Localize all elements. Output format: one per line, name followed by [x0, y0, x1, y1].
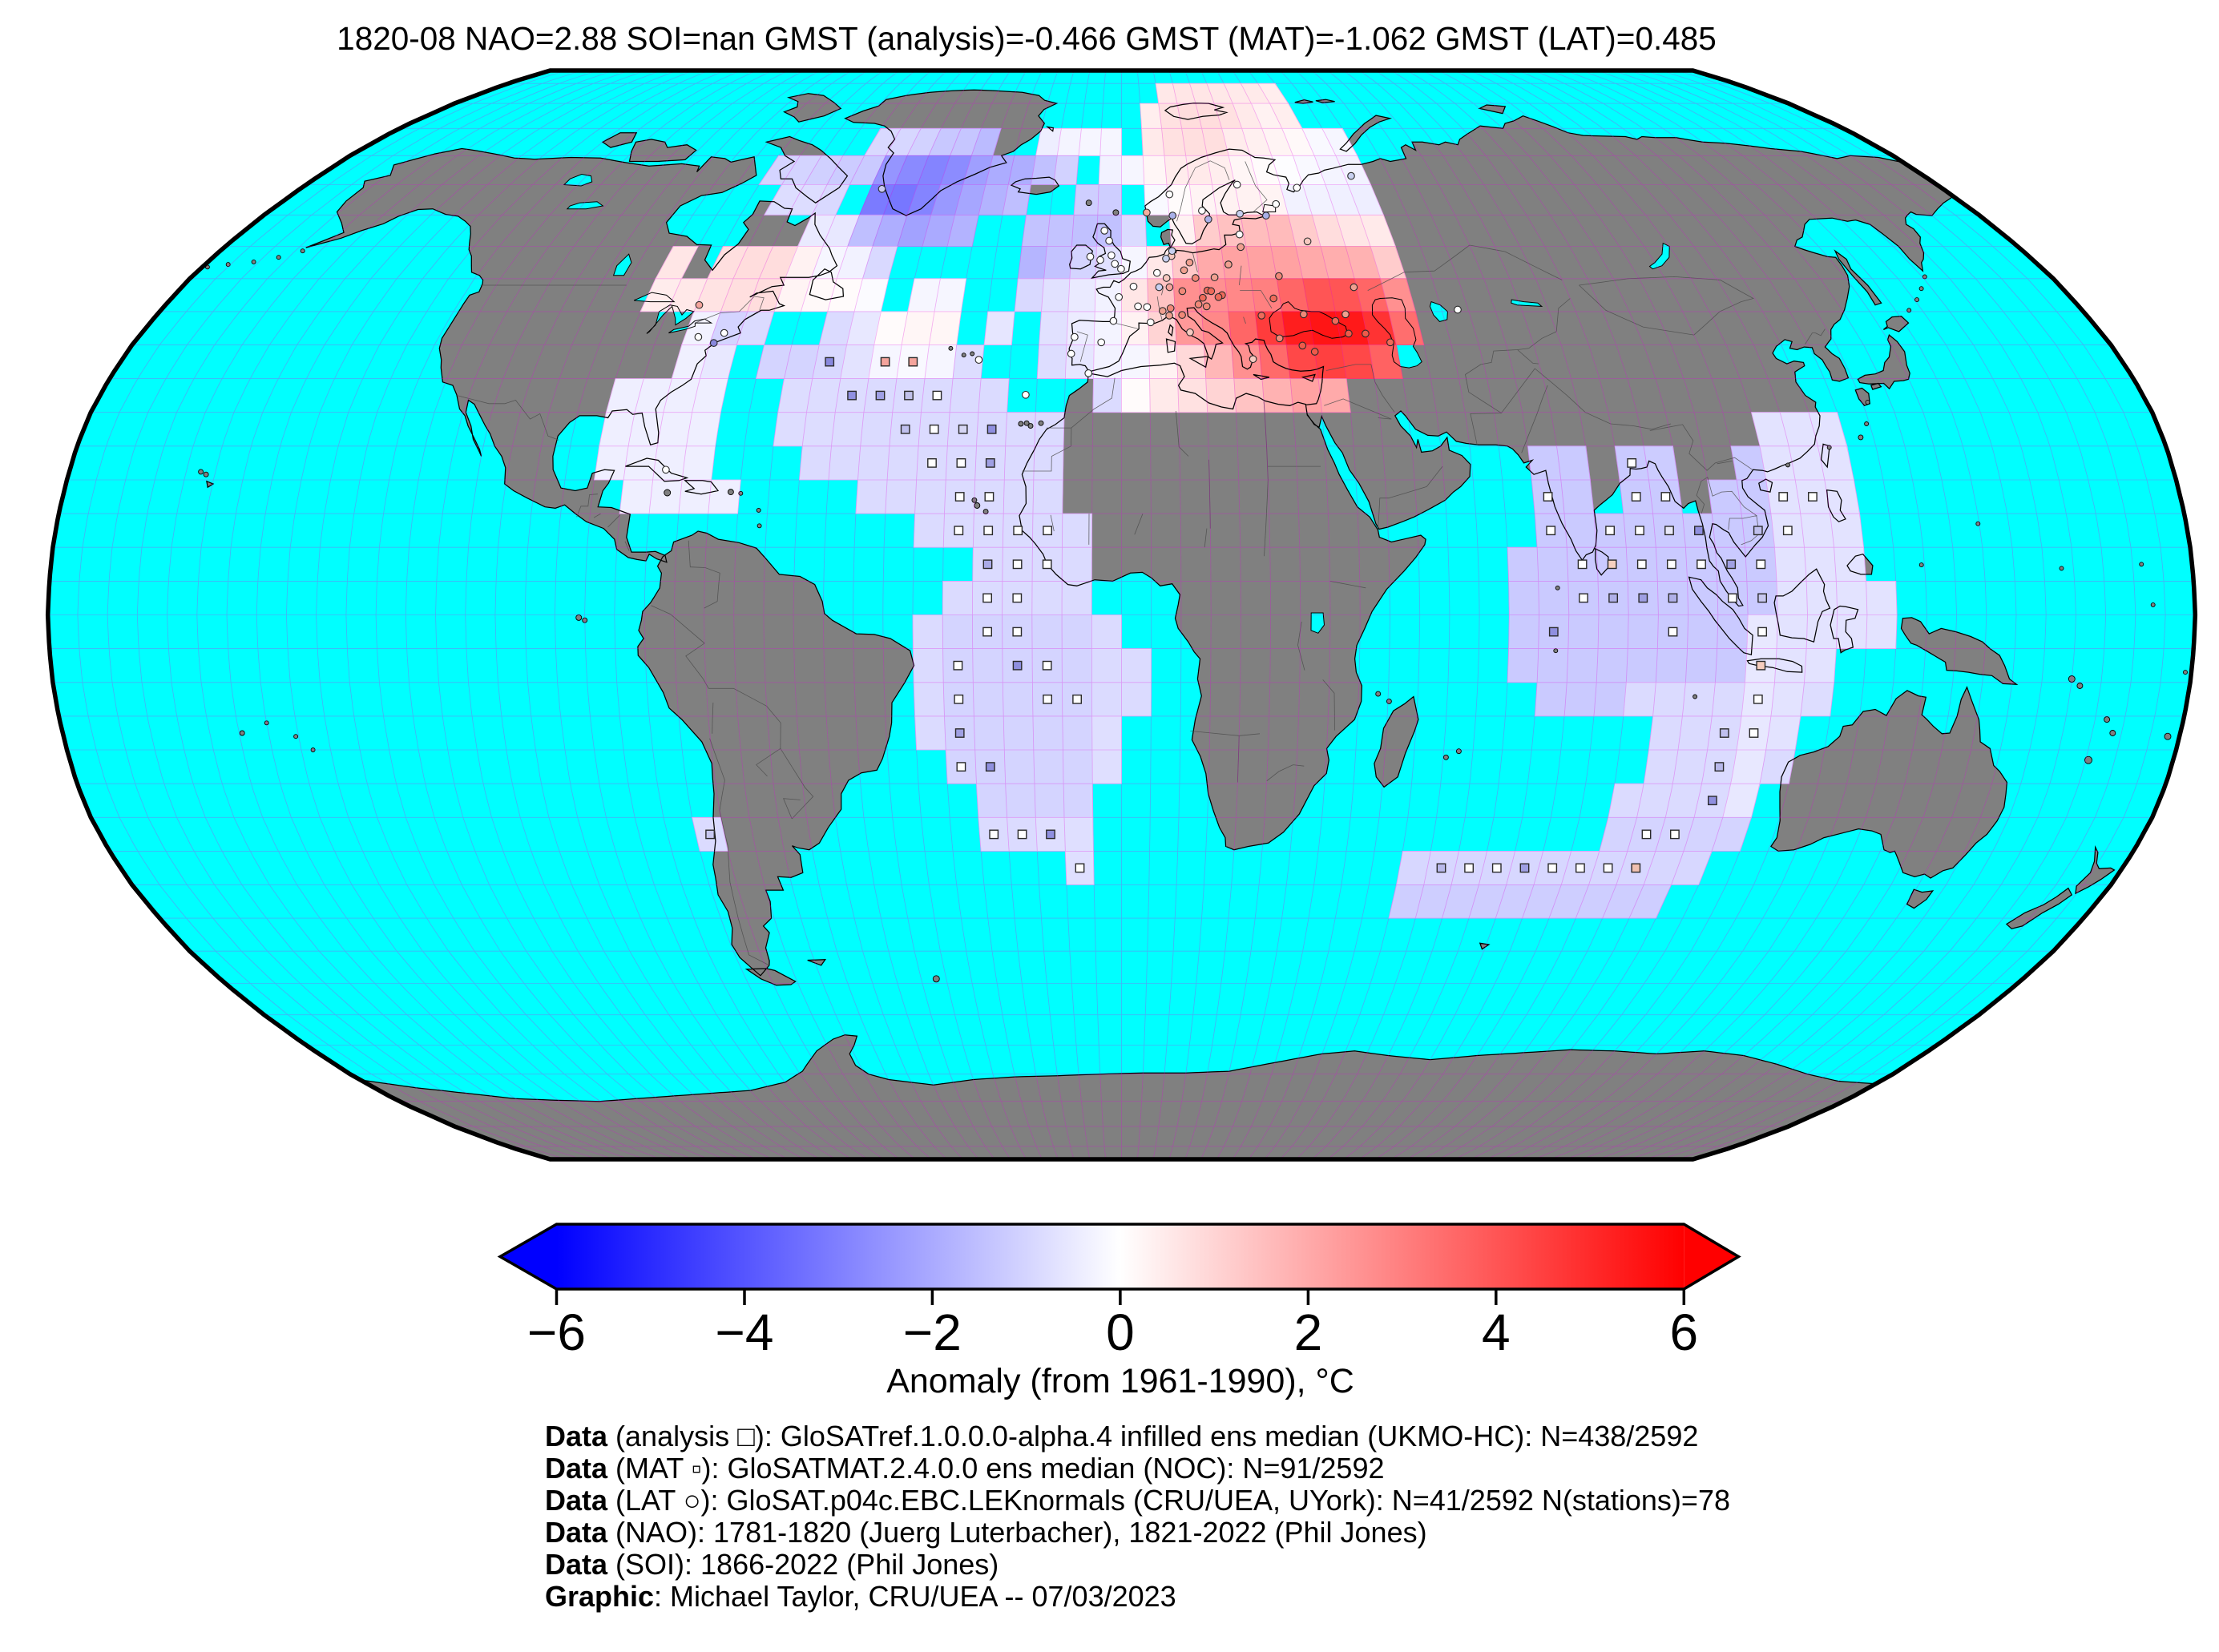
svg-text:0: 0 — [1106, 1303, 1135, 1361]
svg-text:2: 2 — [1294, 1303, 1323, 1361]
svg-text:1820-08 NAO=2.88 SOI=nan GMST: 1820-08 NAO=2.88 SOI=nan GMST (analysis)… — [337, 20, 1717, 57]
svg-text:Data (analysis □): GloSATref.1: Data (analysis □): GloSATref.1.0.0.0-alp… — [545, 1420, 1698, 1453]
svg-text:Data (NAO): 1781-1820 (Juerg L: Data (NAO): 1781-1820 (Juerg Luterbacher… — [545, 1516, 1427, 1549]
svg-text:Graphic: Michael Taylor, CRU/U: Graphic: Michael Taylor, CRU/UEA -- 07/0… — [545, 1580, 1176, 1613]
svg-text:−2: −2 — [903, 1303, 962, 1361]
svg-text:Anomaly (from 1961-1990), °C: Anomaly (from 1961-1990), °C — [886, 1362, 1354, 1400]
svg-text:Data (LAT ○): GloSAT.p04c.EBC.: Data (LAT ○): GloSAT.p04c.EBC.LEKnormals… — [545, 1484, 1730, 1517]
svg-text:6: 6 — [1670, 1303, 1699, 1361]
svg-text:4: 4 — [1482, 1303, 1511, 1361]
svg-text:Data (SOI): 1866-2022 (Phil Jo: Data (SOI): 1866-2022 (Phil Jones) — [545, 1548, 999, 1581]
svg-text:−6: −6 — [527, 1303, 586, 1361]
svg-text:Data (MAT ▫): GloSATMAT.2.4.0.: Data (MAT ▫): GloSATMAT.2.4.0.0 ens medi… — [545, 1452, 1384, 1485]
svg-text:−4: −4 — [716, 1303, 774, 1361]
